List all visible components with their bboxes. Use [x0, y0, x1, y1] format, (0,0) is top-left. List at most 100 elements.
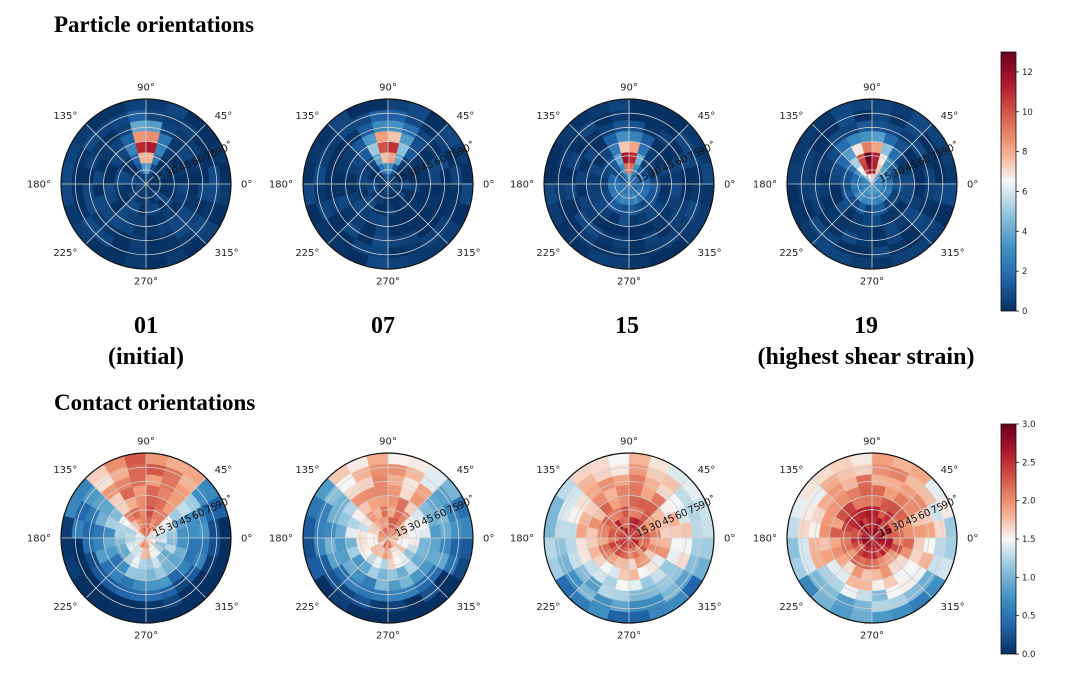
angular-gridline: [387, 183, 449, 245]
azimuth-tick-label: 180°: [510, 534, 534, 545]
azimuth-tick-label: 315°: [941, 602, 965, 613]
radial-tick-label: 30: [648, 519, 664, 534]
heatmap-cell: [628, 120, 646, 133]
heatmap-cell: [871, 120, 889, 133]
azimuth-tick-label: 135°: [295, 111, 319, 122]
radial-tick-label: 75: [445, 501, 461, 516]
azimuth-tick-label: 0°: [241, 180, 252, 191]
run-note: (highest shear strain): [757, 344, 975, 370]
polar-frame: [543, 452, 715, 624]
heatmap-cell: [871, 474, 889, 487]
angular-gridline: [871, 477, 933, 539]
azimuth-tick-label: 225°: [295, 248, 319, 259]
heatmap-cell: [145, 474, 163, 487]
azimuth-tick-label: 90°: [620, 437, 638, 448]
polar-frame: [302, 452, 474, 624]
run-note: (initial): [108, 344, 184, 370]
angular-gridline: [327, 477, 389, 539]
azimuth-tick-label: 90°: [620, 83, 638, 94]
angular-gridline: [387, 123, 449, 185]
radial-tick-label: 75: [686, 501, 702, 516]
colorbar-tick-label: 4: [1022, 227, 1027, 237]
azimuth-tick-label: 225°: [53, 248, 77, 259]
radial-tick-label: 45: [420, 159, 436, 174]
angular-gridline: [387, 537, 449, 599]
polar-panel-19: 0°45°90°135°180°225°270°315°153045607590…: [753, 83, 978, 288]
colorbar-tick-label: 1.5: [1022, 535, 1036, 545]
colorbar-tick-label: 1.0: [1022, 573, 1036, 583]
radial-tick-label: 15: [152, 525, 168, 540]
azimuth-tick-label: 315°: [215, 248, 239, 259]
azimuth-tick-label: 315°: [941, 248, 965, 259]
polar-frame: [302, 98, 474, 270]
radial-tick-label: 60: [191, 153, 207, 168]
azimuth-tick-label: 270°: [376, 631, 400, 642]
angular-gridline: [327, 123, 389, 185]
colorbar-tick-label: 0: [1022, 307, 1027, 317]
polar-frame: [786, 98, 958, 270]
azimuth-tick-label: 90°: [863, 83, 881, 94]
radial-tick-label: 60: [433, 153, 449, 168]
radial-tick-label: 75: [445, 147, 461, 162]
heatmap-cell: [565, 521, 578, 539]
radial-tick-label: 45: [904, 513, 920, 528]
angular-gridline: [387, 477, 449, 539]
angular-gridline: [145, 183, 207, 245]
azimuth-tick-label: 45°: [698, 465, 716, 476]
azimuth-tick-label: 135°: [536, 465, 560, 476]
angular-gridline: [85, 123, 147, 185]
radial-tick-label: 15: [152, 171, 168, 186]
polar-frame: [60, 98, 232, 270]
heatmap-cell: [855, 589, 873, 602]
radial-tick-label: 75: [203, 147, 219, 162]
polar-panel-01: 0°45°90°135°180°225°270°315°153045607590…: [27, 437, 252, 642]
azimuth-tick-label: 225°: [53, 602, 77, 613]
heatmap-cell: [129, 235, 147, 248]
azimuth-tick-label: 45°: [941, 111, 959, 122]
heatmap-cell: [387, 474, 405, 487]
heatmap-cell: [439, 183, 452, 201]
run-label-07: 07: [233, 311, 533, 342]
colorbar-tick-label: 0.5: [1022, 612, 1036, 622]
angular-gridline: [327, 183, 389, 245]
run-label-19: 19 (highest shear strain): [716, 311, 1016, 373]
angular-gridline: [871, 183, 933, 245]
radial-tick-label: 75: [686, 147, 702, 162]
radial-tick-label: 60: [917, 507, 933, 522]
colorbar-tick-label: 3.0: [1022, 420, 1036, 430]
azimuth-tick-label: 270°: [617, 277, 641, 288]
heatmap-cell: [324, 167, 337, 185]
azimuth-tick-label: 0°: [724, 534, 735, 545]
heatmap-cell: [808, 167, 821, 185]
radial-tick-label: 15: [878, 525, 894, 540]
azimuth-tick-label: 135°: [53, 111, 77, 122]
radial-tick-label: 15: [635, 525, 651, 540]
radial-tick-label: 75: [929, 147, 945, 162]
colorbar-tick-label: 2.5: [1022, 458, 1036, 468]
heatmap-cell: [680, 537, 693, 555]
run-id: 15: [615, 313, 639, 339]
azimuth-tick-label: 45°: [215, 111, 233, 122]
heatmap-cell: [439, 537, 452, 555]
heatmap-cell: [628, 474, 646, 487]
heatmap-cell: [371, 235, 389, 248]
heatmap-cell: [129, 589, 147, 602]
radial-tick-label: 30: [891, 165, 907, 180]
angular-gridline: [628, 477, 690, 539]
azimuth-tick-label: 90°: [863, 437, 881, 448]
angular-gridline: [628, 123, 690, 185]
azimuth-tick-label: 180°: [27, 534, 51, 545]
polar-panel-07: 0°45°90°135°180°225°270°315°153045607590…: [269, 437, 494, 642]
radial-tick-label: 75: [203, 501, 219, 516]
heatmap-cell: [387, 120, 405, 133]
azimuth-tick-label: 180°: [269, 180, 293, 191]
radial-tick-label: 60: [191, 507, 207, 522]
polar-panel-15: 0°45°90°135°180°225°270°315°153045607590…: [510, 437, 735, 642]
azimuth-tick-label: 135°: [536, 111, 560, 122]
polar-frame: [786, 452, 958, 624]
azimuth-tick-label: 45°: [457, 465, 475, 476]
azimuth-tick-label: 135°: [779, 111, 803, 122]
azimuth-tick-label: 315°: [215, 602, 239, 613]
radial-tick-label: 15: [394, 171, 410, 186]
azimuth-tick-label: 270°: [617, 631, 641, 642]
